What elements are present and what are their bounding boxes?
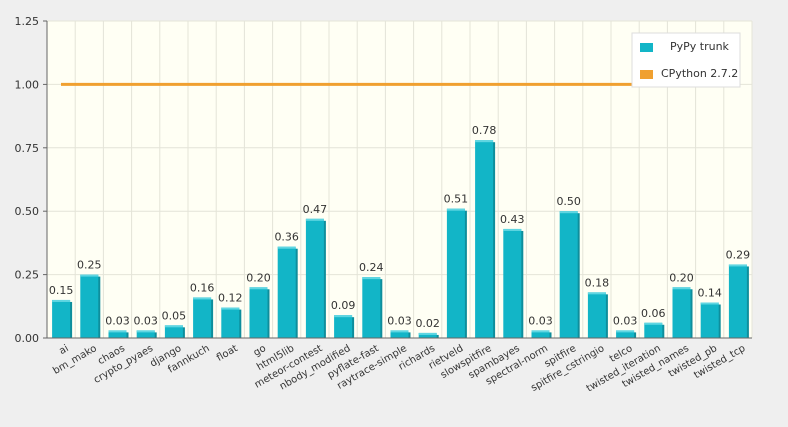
data-label: 0.12 bbox=[218, 292, 243, 305]
bar bbox=[305, 218, 324, 338]
data-label: 0.29 bbox=[726, 248, 751, 261]
bar-highlight bbox=[446, 208, 465, 211]
y-axis: 0.00 0.25 0.50 0.75 1.00 1.25 bbox=[15, 15, 48, 345]
bar bbox=[559, 211, 578, 338]
bar-highlight bbox=[249, 287, 268, 290]
grid-lines bbox=[46, 20, 753, 338]
data-label: 0.03 bbox=[613, 314, 638, 327]
data-label: 0.03 bbox=[528, 314, 553, 327]
bar bbox=[446, 208, 465, 338]
bar-highlight bbox=[587, 292, 606, 295]
bar bbox=[616, 330, 635, 338]
data-label: 0.50 bbox=[556, 195, 581, 208]
bar bbox=[221, 307, 240, 338]
legend: PyPy trunk CPython 2.7.2 bbox=[631, 32, 741, 88]
bar bbox=[334, 315, 353, 338]
data-label: 0.25 bbox=[77, 259, 102, 272]
bar-highlight bbox=[193, 297, 212, 300]
y-tick-label: 0.00 bbox=[15, 332, 40, 345]
bar bbox=[644, 322, 663, 338]
x-tick-label: go bbox=[252, 343, 268, 359]
bar bbox=[672, 287, 691, 338]
y-tick-label: 0.50 bbox=[15, 205, 40, 218]
bar-highlight bbox=[700, 302, 719, 305]
bar bbox=[164, 325, 183, 338]
bar-highlight bbox=[164, 325, 183, 328]
bar-highlight bbox=[390, 330, 409, 333]
bar-highlight bbox=[672, 287, 691, 290]
y-tick-label: 0.25 bbox=[15, 269, 40, 282]
bar-highlight bbox=[418, 332, 437, 335]
data-label: 0.18 bbox=[585, 276, 610, 289]
bar-highlight bbox=[136, 330, 155, 333]
bar bbox=[136, 330, 155, 338]
bar bbox=[80, 274, 99, 338]
bars bbox=[52, 140, 749, 338]
data-label: 0.05 bbox=[162, 309, 187, 322]
data-label: 0.43 bbox=[500, 213, 525, 226]
data-label: 0.03 bbox=[133, 314, 158, 327]
data-label: 0.03 bbox=[105, 314, 130, 327]
data-label: 0.06 bbox=[641, 307, 666, 320]
data-labels: 0.150.250.03 0.03 0.050.160.120.200.360.47… bbox=[49, 124, 750, 330]
data-label: 0.02 bbox=[415, 317, 440, 330]
legend-label-cpython: CPython 2.7.2 bbox=[661, 67, 738, 80]
legend-label-pypy: PyPy trunk bbox=[670, 40, 730, 53]
bar-highlight bbox=[277, 246, 296, 249]
bar bbox=[52, 299, 71, 338]
bar bbox=[587, 292, 606, 338]
x-tick-label: float bbox=[215, 343, 240, 364]
bar bbox=[390, 330, 409, 338]
y-tick-label: 1.00 bbox=[15, 78, 40, 91]
bar bbox=[362, 277, 381, 338]
data-label: 0.47 bbox=[303, 203, 328, 216]
data-label: 0.20 bbox=[246, 271, 271, 284]
data-label: 0.24 bbox=[359, 261, 384, 274]
bar-highlight bbox=[531, 330, 550, 333]
bar bbox=[700, 302, 719, 338]
bar-highlight bbox=[334, 315, 353, 318]
bar bbox=[728, 264, 747, 338]
data-label: 0.16 bbox=[190, 281, 215, 294]
data-label: 0.03 bbox=[387, 314, 412, 327]
data-label: 0.09 bbox=[331, 299, 356, 312]
y-tick-label: 0.75 bbox=[15, 142, 40, 155]
bar-highlight bbox=[503, 228, 522, 231]
data-label: 0.20 bbox=[669, 271, 694, 284]
bar-highlight bbox=[475, 140, 494, 143]
bar-highlight bbox=[559, 211, 578, 214]
data-label: 0.14 bbox=[697, 286, 722, 299]
bar bbox=[108, 330, 127, 338]
bar-highlight bbox=[305, 218, 324, 221]
data-label: 0.51 bbox=[444, 193, 469, 206]
bar-highlight bbox=[362, 277, 381, 280]
legend-swatch-pypy bbox=[640, 43, 653, 52]
y-tick-label: 1.25 bbox=[15, 15, 40, 28]
bar bbox=[531, 330, 550, 338]
data-label: 0.15 bbox=[49, 284, 74, 297]
bar-highlight bbox=[644, 322, 663, 325]
bar bbox=[503, 228, 522, 338]
legend-swatch-cpython bbox=[640, 70, 653, 79]
bar-highlight bbox=[108, 330, 127, 333]
bar bbox=[418, 332, 437, 338]
bar bbox=[249, 287, 268, 338]
bar-highlight bbox=[728, 264, 747, 267]
bar-highlight bbox=[80, 274, 99, 277]
x-axis: aibm_makochaoscrypto_pyaesdjangofannkuch… bbox=[47, 337, 752, 394]
data-label: 0.78 bbox=[472, 124, 497, 137]
bar bbox=[193, 297, 212, 338]
bar bbox=[475, 140, 494, 338]
bar-highlight bbox=[52, 299, 71, 302]
bar bbox=[277, 246, 296, 338]
bar-highlight bbox=[221, 307, 240, 310]
bar-highlight bbox=[616, 330, 635, 333]
data-label: 0.36 bbox=[274, 231, 299, 244]
x-tick-label: ai bbox=[57, 343, 70, 357]
